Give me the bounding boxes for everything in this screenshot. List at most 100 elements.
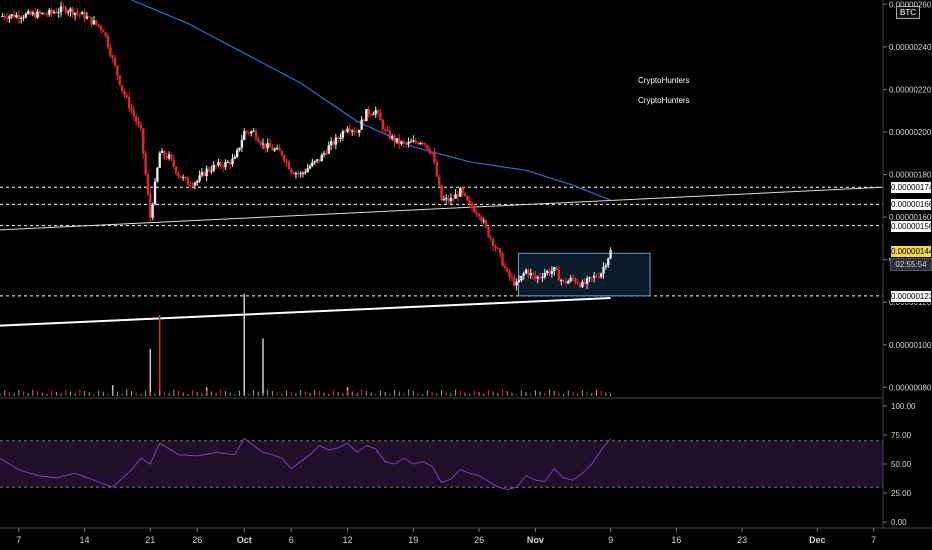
annotation-text: CryptoHunters bbox=[638, 96, 690, 105]
candle-body bbox=[376, 110, 380, 113]
candle-body bbox=[45, 14, 49, 16]
candle-body bbox=[520, 275, 523, 281]
candle-body bbox=[198, 175, 201, 181]
candle-body bbox=[346, 128, 349, 132]
candle-body bbox=[62, 6, 65, 8]
candle-body bbox=[592, 275, 596, 278]
x-tick-label: 6 bbox=[289, 535, 294, 545]
candle-body bbox=[487, 226, 490, 237]
candle-body bbox=[510, 277, 514, 279]
candle-body bbox=[508, 271, 511, 278]
x-tick-label: Oct bbox=[237, 535, 252, 545]
rsi-tick-label: 25.00 bbox=[891, 489, 912, 498]
candle-body bbox=[290, 169, 293, 173]
candle-body bbox=[421, 142, 424, 144]
candle-body bbox=[327, 145, 330, 154]
candle-body bbox=[604, 265, 608, 268]
candle-body bbox=[461, 187, 464, 194]
candle-body bbox=[271, 147, 274, 151]
candle-body bbox=[85, 16, 89, 19]
candle-body bbox=[475, 212, 478, 214]
candle-body bbox=[34, 12, 37, 18]
candle-body bbox=[428, 149, 431, 154]
rsi-line bbox=[0, 437, 611, 491]
candle-body bbox=[301, 172, 305, 174]
x-tick-label: Dec bbox=[809, 535, 826, 545]
candle-body bbox=[336, 137, 340, 139]
candle-body bbox=[390, 136, 394, 139]
candle-body bbox=[503, 266, 507, 269]
candle-body bbox=[163, 150, 166, 157]
rsi-panel[interactable] bbox=[0, 437, 883, 491]
candle-body bbox=[513, 277, 516, 286]
candle-body bbox=[353, 130, 356, 133]
candle-body bbox=[322, 153, 326, 155]
rsi-band bbox=[0, 440, 883, 488]
price-level-label: 0.00000166 bbox=[890, 198, 932, 212]
candle-body bbox=[99, 26, 103, 31]
candle-body bbox=[482, 220, 485, 222]
candle-body bbox=[400, 141, 403, 144]
candle-body bbox=[433, 153, 436, 163]
candle-body bbox=[118, 75, 121, 86]
x-tick-label: 12 bbox=[343, 535, 353, 545]
candle-body bbox=[280, 150, 284, 156]
consolidation-box bbox=[518, 252, 651, 297]
candle-body bbox=[339, 137, 342, 139]
y-tick-label: 0.00000200 bbox=[889, 128, 932, 137]
candle-body bbox=[362, 119, 366, 122]
candle-body bbox=[127, 97, 131, 109]
candle-body bbox=[569, 277, 572, 282]
candle-body bbox=[297, 173, 300, 175]
candle-body bbox=[358, 129, 361, 133]
y-tick-label: 0.00000220 bbox=[889, 85, 932, 94]
candle-body bbox=[477, 213, 481, 217]
candle-body bbox=[78, 13, 82, 15]
candle-body bbox=[217, 162, 220, 166]
candle-body bbox=[130, 108, 133, 111]
candle-body bbox=[64, 7, 67, 13]
candle-body bbox=[583, 281, 586, 284]
candle-body bbox=[80, 12, 84, 15]
candle-body bbox=[55, 12, 58, 14]
candle-body bbox=[273, 149, 276, 151]
candle-body bbox=[97, 24, 100, 27]
candle-body bbox=[120, 85, 124, 91]
y-tick-label: 0.00000080 bbox=[889, 383, 932, 392]
candle-body bbox=[29, 11, 32, 15]
candle-body bbox=[553, 267, 556, 272]
candle-body bbox=[151, 204, 154, 218]
candle-body bbox=[210, 170, 213, 172]
candle-body bbox=[367, 109, 370, 115]
candle-body bbox=[170, 154, 173, 160]
rsi-tick-label: 100.00 bbox=[891, 402, 916, 411]
candle-body bbox=[146, 174, 150, 194]
x-tick-label: 16 bbox=[671, 535, 681, 545]
candle-body bbox=[254, 130, 258, 139]
y-tick-label: 0.00000100 bbox=[889, 341, 932, 350]
long-term-curve bbox=[0, 297, 611, 327]
rsi-tick-label: 50.00 bbox=[891, 460, 912, 469]
candle-body bbox=[527, 269, 530, 276]
candle-body bbox=[360, 119, 363, 130]
candle-body bbox=[409, 141, 413, 143]
candle-body bbox=[52, 12, 56, 14]
candle-body bbox=[311, 162, 314, 167]
rsi-tick-label: 0.00 bbox=[891, 518, 907, 527]
candle-body bbox=[548, 270, 551, 274]
candle-body bbox=[250, 131, 253, 134]
candle-body bbox=[200, 172, 204, 176]
candle-body bbox=[235, 149, 239, 157]
candle-body bbox=[294, 173, 298, 175]
candle-body bbox=[557, 269, 561, 281]
candle-body bbox=[189, 185, 192, 187]
candle-body bbox=[71, 8, 75, 15]
main-price-panel[interactable] bbox=[0, 0, 884, 396]
candle-body bbox=[459, 187, 462, 197]
candle-body bbox=[499, 248, 502, 254]
candle-body bbox=[142, 128, 145, 154]
candle-body bbox=[221, 166, 225, 168]
symbol-badge: BTC bbox=[896, 6, 920, 19]
candle-body bbox=[193, 182, 197, 186]
